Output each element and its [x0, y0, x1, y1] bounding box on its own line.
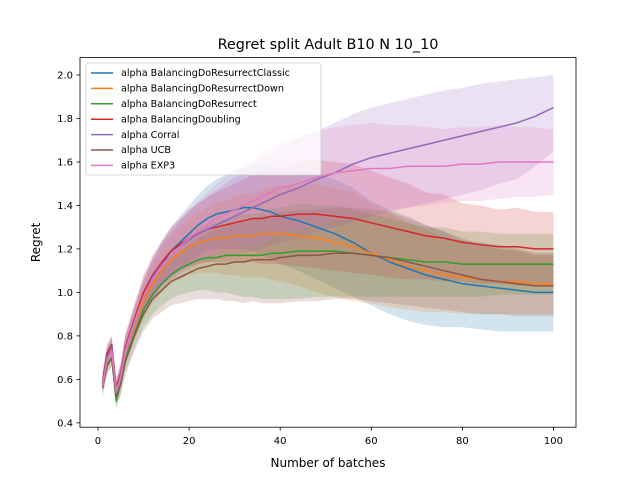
- legend-label-alpha-balancingdoubling: alpha BalancingDoubling: [121, 114, 241, 125]
- x-tick-label: 40: [274, 436, 287, 447]
- y-tick-label: 0.6: [57, 375, 73, 386]
- series-line-alpha-exp3: [101, 161, 554, 394]
- band-alpha-corral: [102, 75, 554, 399]
- series-line-alpha-balancingdoresurrect: [101, 250, 554, 402]
- legend-label-alpha-balancingdoresurrectdown: alpha BalancingDoResurrectDown: [121, 84, 284, 95]
- y-axis-label: Regret: [29, 222, 43, 262]
- band-alpha-exp3: [102, 122, 554, 402]
- y-tick-label: 1.2: [57, 245, 73, 256]
- series-line-alpha-balancingdoresurrectdown: [101, 232, 554, 389]
- legend-label-alpha-balancingdoresurrectclassic: alpha BalancingDoResurrectClassic: [121, 68, 290, 79]
- band-alpha-balancingdoresurrectclassic: [102, 164, 554, 399]
- legend-label-alpha-corral: alpha Corral: [121, 130, 179, 141]
- x-tick-label: 60: [365, 436, 378, 447]
- y-axis-ticks: 0.4 0.6 0.8 1.0 1.2 1.4 1.6 1.8 2.0: [57, 71, 80, 429]
- legend-label-alpha-exp3: alpha EXP3: [121, 161, 175, 172]
- legend: alpha BalancingDoResurrectClassic alpha B…: [85, 62, 322, 176]
- x-tick-label: 100: [544, 436, 563, 447]
- x-tick-label: 0: [95, 436, 101, 447]
- x-tick-label: 20: [183, 436, 196, 447]
- y-tick-label: 0.8: [57, 331, 73, 342]
- x-tick-label: 80: [456, 436, 469, 447]
- y-tick-label: 1.0: [57, 288, 73, 299]
- series-line-alpha-ucb: [101, 252, 554, 398]
- y-tick-label: 1.6: [57, 158, 73, 169]
- y-tick-label: 2.0: [57, 71, 73, 82]
- x-axis-ticks: 0 20 40 60 80 100: [95, 427, 563, 447]
- x-axis-label: Number of batches: [271, 456, 386, 470]
- band-alpha-balancingdoresurrect: [102, 203, 554, 410]
- legend-label-alpha-balancingdoresurrect: alpha BalancingDoResurrect: [121, 99, 257, 110]
- y-tick-label: 1.4: [57, 201, 73, 212]
- legend-box: [85, 62, 322, 176]
- chart-title: Regret split Adult B10 N 10_10: [218, 37, 439, 53]
- y-tick-label: 0.4: [57, 418, 73, 429]
- legend-label-alpha-ucb: alpha UCB: [121, 145, 171, 156]
- y-tick-label: 1.8: [57, 114, 73, 125]
- series-lines: [101, 106, 554, 402]
- plot-frame: [79, 57, 577, 428]
- series-line-alpha-balancingdoubling: [101, 213, 554, 389]
